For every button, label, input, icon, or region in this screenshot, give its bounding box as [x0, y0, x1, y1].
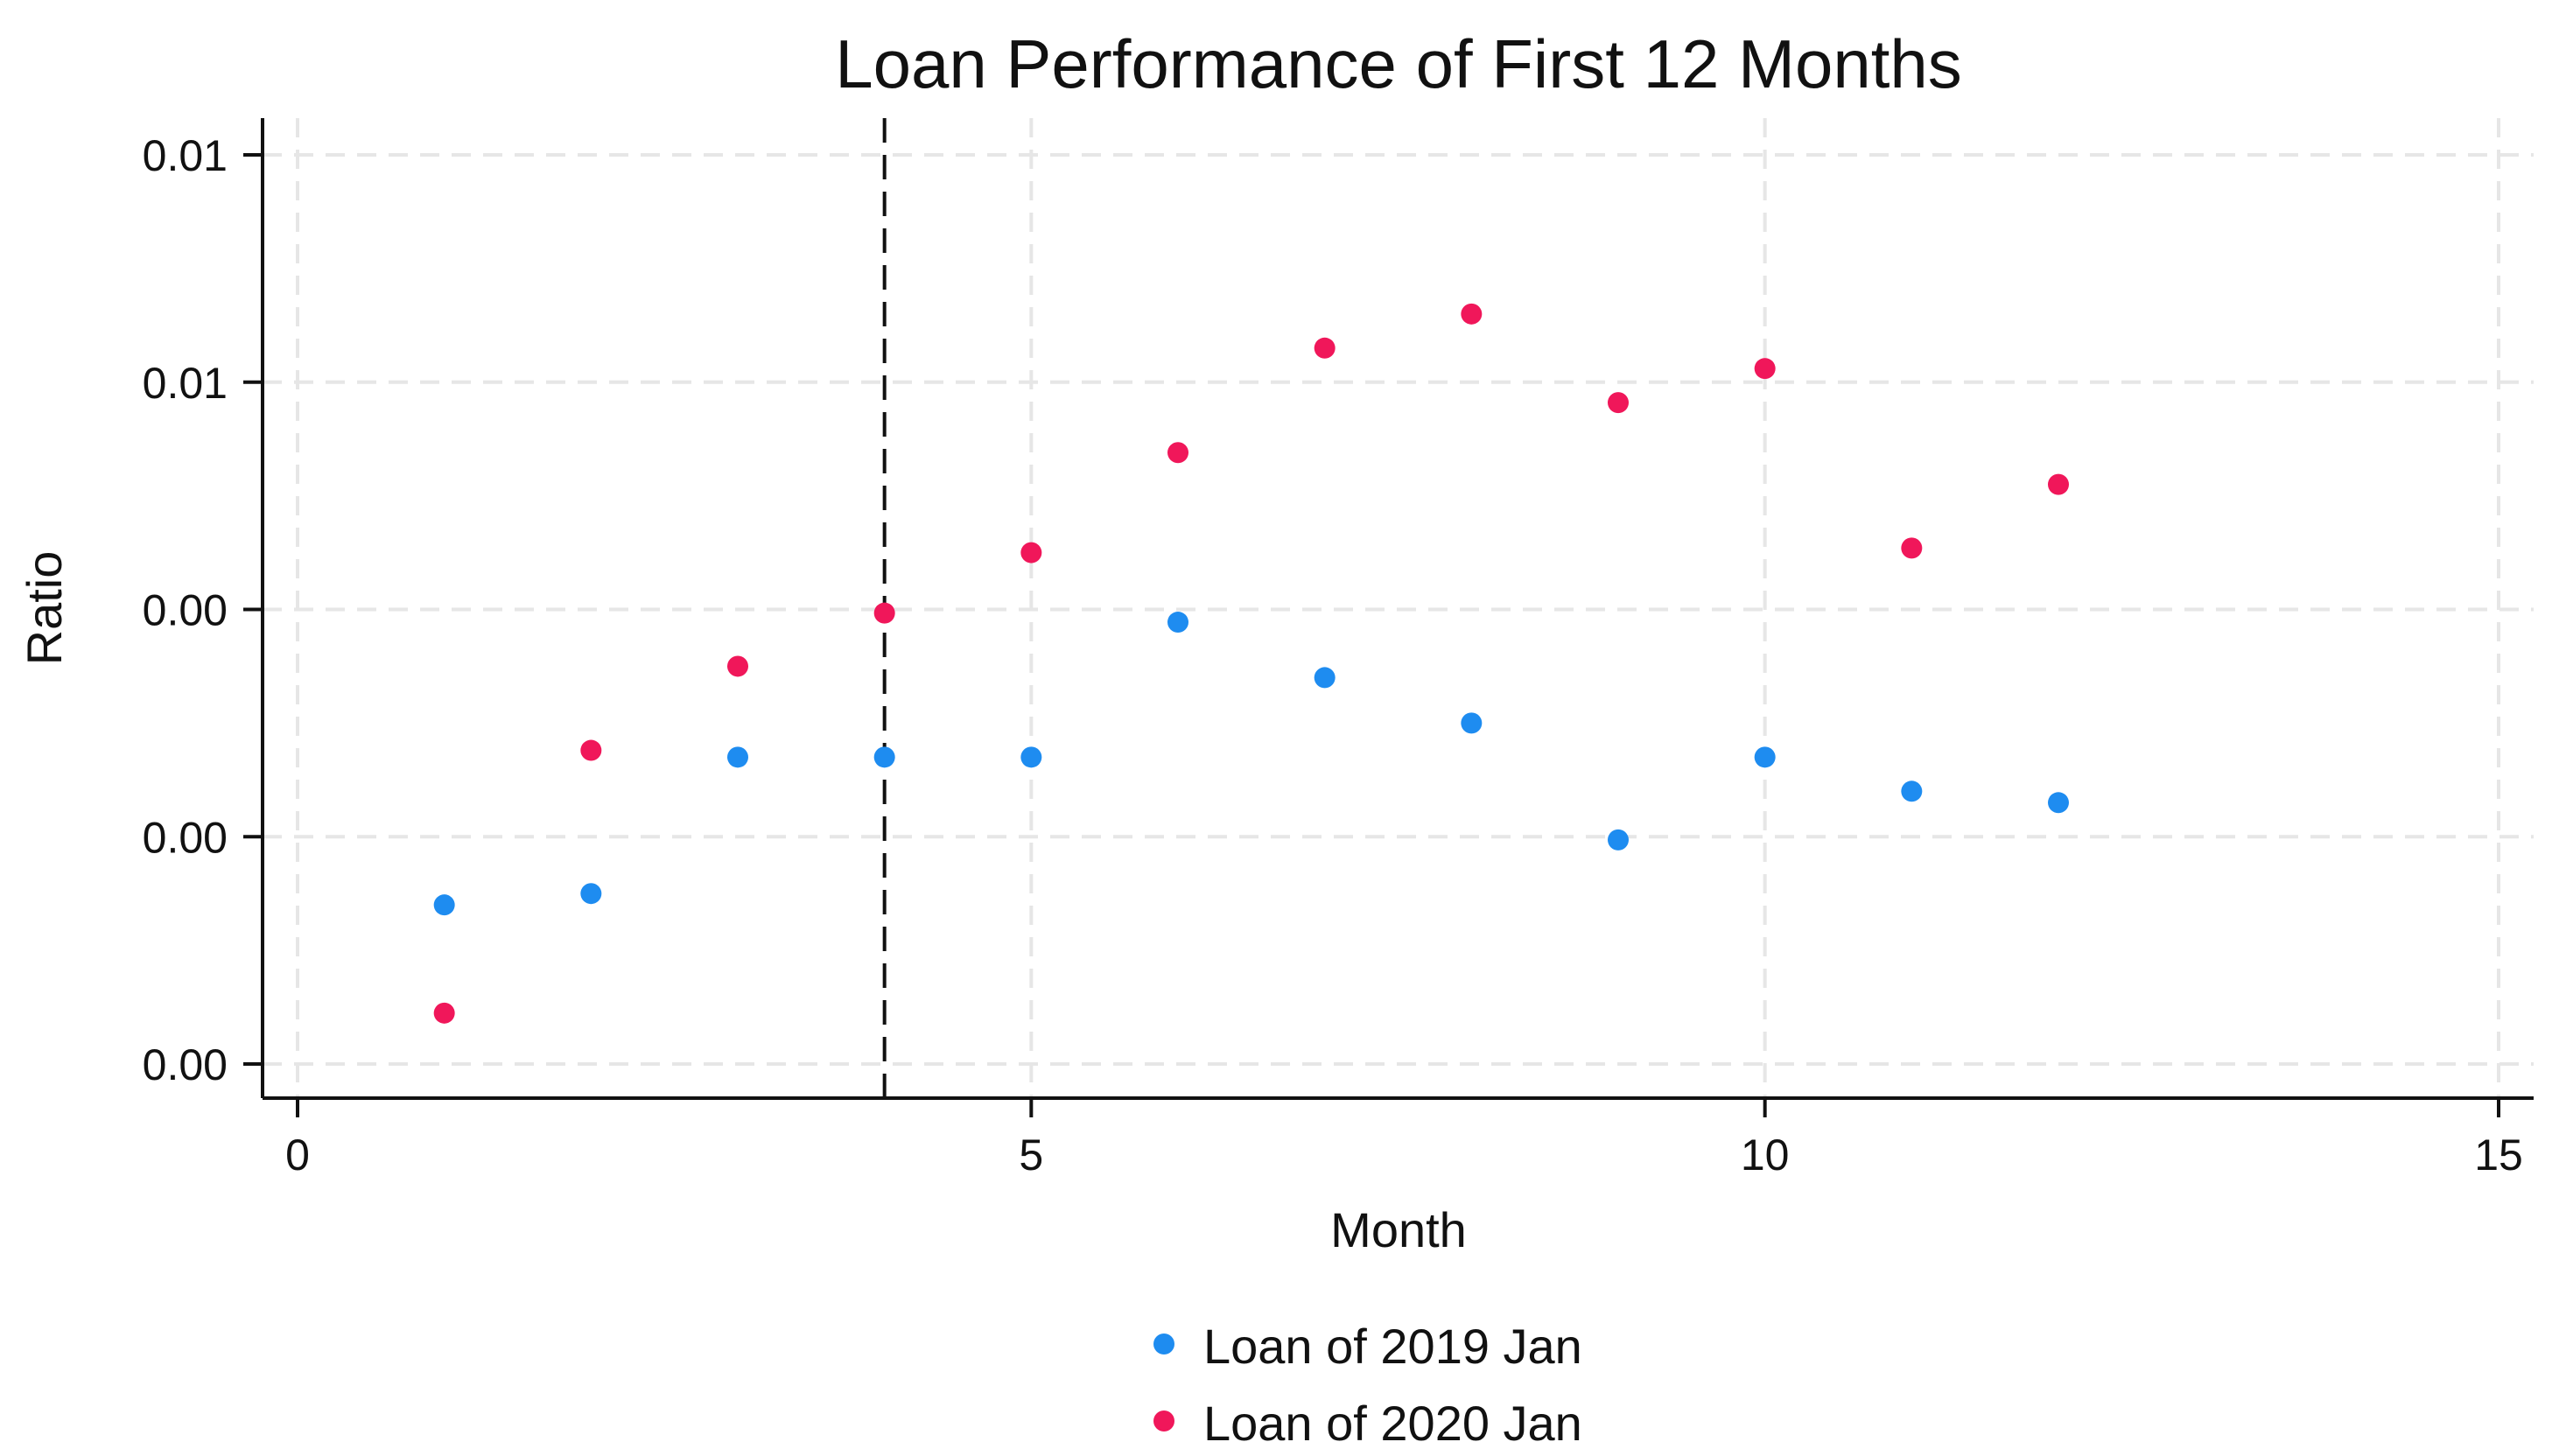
grid — [263, 118, 2534, 1098]
y-axis-ticks: 0.00 0.00 0.00 0.01 0.01 — [143, 131, 263, 1089]
x-axis-label: Month — [1330, 1202, 1467, 1257]
data-point — [1020, 542, 1042, 564]
data-point — [1461, 712, 1483, 734]
data-point — [873, 746, 895, 768]
y-axis-label: Ratio — [17, 551, 72, 666]
data-point — [580, 739, 602, 761]
x-tick-label: 5 — [1019, 1130, 1043, 1180]
legend-label: Loan of 2020 Jan — [1203, 1396, 1582, 1451]
data-point — [727, 655, 748, 677]
x-tick-label: 10 — [1741, 1130, 1790, 1180]
y-tick-label: 0.01 — [143, 131, 228, 180]
data-point — [433, 1002, 455, 1024]
data-point — [1754, 746, 1776, 768]
data-point — [1608, 829, 1629, 850]
data-point — [873, 602, 895, 624]
data-point — [1608, 392, 1629, 414]
data-point — [1314, 337, 1336, 359]
data-point — [1314, 667, 1336, 689]
y-tick-label: 0.00 — [143, 586, 228, 635]
data-point — [1167, 612, 1188, 634]
chart-title: Loan Performance of First 12 Months — [835, 25, 1962, 102]
data-point — [433, 894, 455, 916]
legend-marker — [1153, 1410, 1174, 1432]
y-tick-label: 0.00 — [143, 1040, 228, 1089]
data-point — [1754, 358, 1776, 380]
data-point — [2048, 473, 2069, 495]
x-axis-ticks: 0 5 10 15 — [285, 1098, 2523, 1180]
y-tick-label: 0.01 — [143, 359, 228, 408]
x-tick-label: 15 — [2474, 1130, 2523, 1180]
y-tick-label: 0.00 — [143, 813, 228, 862]
data-point — [1167, 442, 1188, 464]
data-point — [580, 883, 602, 905]
data-point — [727, 746, 748, 768]
data-point — [1461, 303, 1483, 325]
data-points — [433, 303, 2069, 1024]
legend-label: Loan of 2019 Jan — [1203, 1319, 1582, 1374]
legend-marker — [1153, 1334, 1174, 1354]
data-point — [1020, 746, 1042, 768]
x-tick-label: 0 — [285, 1130, 310, 1180]
data-point — [2048, 792, 2069, 814]
data-point — [1901, 537, 1923, 559]
data-point — [1901, 780, 1923, 802]
legend: Loan of 2019 Jan Loan of 2020 Jan — [1153, 1319, 1582, 1451]
